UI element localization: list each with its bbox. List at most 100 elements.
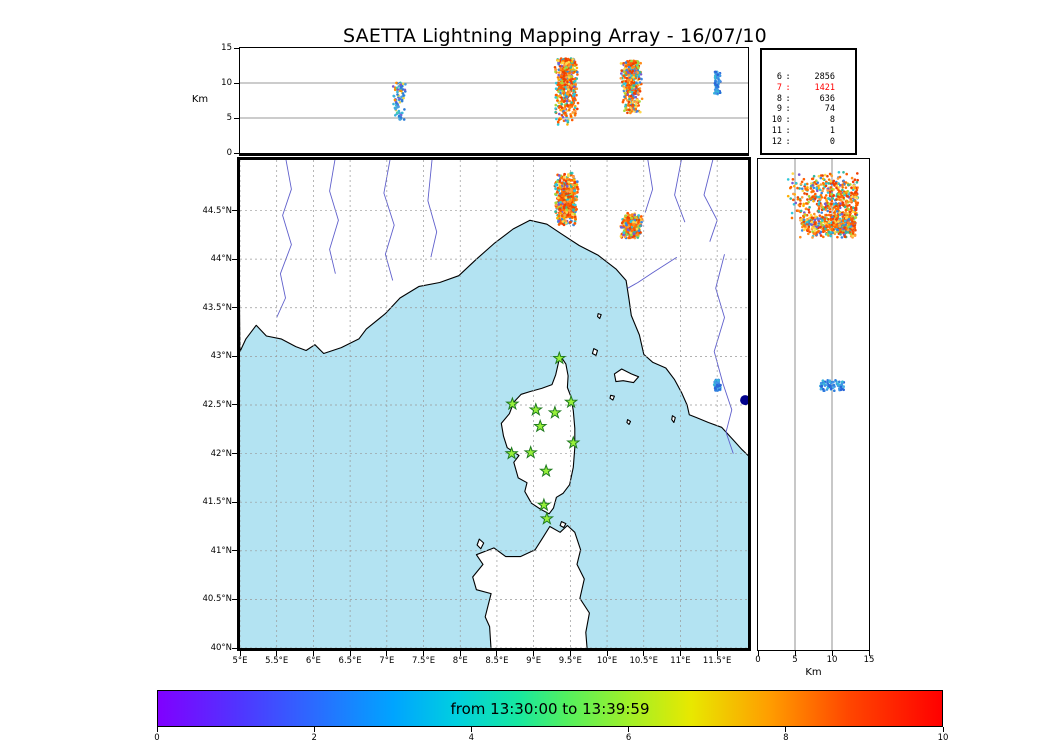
lat-tick-label: 43°N (210, 351, 232, 362)
lon-tick-label: 10°E (596, 656, 618, 666)
figure-title: SAETTA Lightning Mapping Array - 16/07/1… (343, 25, 767, 47)
small-island (596, 313, 602, 320)
altitude-longitude-panel (239, 47, 749, 156)
right-alt-tick (794, 651, 796, 656)
lon-tick (533, 651, 535, 656)
lon-tick (643, 651, 645, 656)
station-count-value: 74 (824, 104, 835, 115)
small-island (626, 419, 632, 425)
station-count-key: 10 (771, 115, 782, 126)
station-count-value: 636 (819, 93, 835, 104)
lat-tick (232, 550, 237, 552)
small-island (591, 348, 599, 356)
sea-marker-dot (740, 395, 748, 406)
lon-tick (349, 651, 351, 656)
colorbar-tick-label: 4 (468, 733, 475, 743)
right-alt-tick-label: 15 (863, 655, 875, 665)
lon-tick-label: 5°E (232, 656, 248, 666)
lat-tick-label: 44°N (210, 254, 232, 265)
lat-tick (232, 598, 237, 600)
colorbar-tick-label: 10 (937, 733, 949, 743)
colorbar-tick-label: 2 (311, 733, 317, 743)
small-island (671, 415, 676, 424)
lightning-cluster-tuscany-south (712, 378, 722, 392)
river (627, 256, 678, 289)
map-plot (240, 160, 748, 648)
station-count-key: 6 (776, 72, 782, 82)
lon-tick (386, 651, 388, 656)
separator: : (785, 125, 791, 136)
station-star-marker (539, 511, 555, 525)
lat-tick-label: 43.5°N (202, 302, 232, 313)
right-alt-tick (831, 651, 833, 656)
lat-tick-label: 40.5°N (202, 594, 232, 605)
separator: : (785, 136, 791, 147)
lightning-cluster-apennines (799, 211, 857, 239)
lon-tick (276, 651, 278, 656)
alt-tick-label: 0 (226, 148, 232, 158)
station-star-marker (538, 463, 554, 478)
lat-tick (232, 647, 237, 649)
river (383, 160, 395, 281)
lightning-cluster-ligurian (553, 171, 580, 227)
small-island (613, 368, 640, 384)
right-alt-tick-label: 0 (755, 655, 761, 665)
colorbar-tick (313, 727, 315, 732)
colorbar-tick (470, 727, 472, 732)
station-count-row: 11: 1 (762, 126, 855, 137)
lightning-cluster-ligurian (553, 57, 580, 126)
river (644, 160, 654, 213)
lon-tick (312, 651, 314, 656)
lat-tick (232, 210, 237, 212)
lon-tick (239, 651, 241, 656)
right-alt-tick-label: 10 (826, 655, 838, 665)
station-star-marker (505, 396, 520, 411)
lat-tick (232, 258, 237, 260)
colorbar-label: from 13:30:00 to 13:39:59 (450, 699, 650, 718)
lon-tick (716, 651, 718, 656)
station-star-marker (563, 394, 579, 409)
lon-tick-label: 10.5°E (629, 656, 659, 666)
station-star-marker (528, 402, 544, 416)
map-panel (237, 157, 751, 651)
lon-tick-label: 5.5°E (265, 656, 289, 666)
lat-tick (232, 307, 237, 309)
small-island (609, 394, 615, 401)
right-alt-tick-label: 5 (792, 655, 798, 665)
station-count-key: 11 (771, 125, 782, 136)
corsica-island (500, 354, 576, 515)
station-count-value: 0 (829, 136, 835, 147)
alt-tick (234, 117, 239, 119)
river (276, 160, 292, 318)
river (713, 254, 734, 454)
lat-tick (232, 404, 237, 406)
lightning-cluster-tuscany-south (713, 70, 722, 96)
small-island (559, 521, 567, 529)
lon-tick (569, 651, 571, 656)
alt-tick (234, 82, 239, 84)
colorbar-tick (785, 727, 787, 732)
separator: : (785, 115, 791, 126)
lon-tick-label: 9°E (526, 656, 542, 666)
altitude-axis-label: Km (191, 94, 209, 105)
station-count-key: 12 (771, 136, 782, 147)
lon-tick (679, 651, 681, 656)
station-star-marker (533, 418, 548, 433)
river (427, 160, 438, 258)
station-count-table: 6:2856 7:1421 8:636 9:74 10:8 11:1 12:0 (760, 48, 857, 155)
lat-tick-label: 40°N (210, 643, 232, 653)
sardinia-island (472, 524, 590, 648)
station-count-key: 8 (776, 93, 782, 104)
station-count-row: 6: 2856 (762, 72, 855, 83)
small-island (476, 538, 485, 550)
lat-tick (232, 453, 237, 455)
colorbar-tick-label: 8 (783, 733, 789, 743)
station-count-value: 2856 (814, 72, 835, 82)
colorbar-tick-label: 6 (625, 733, 632, 743)
altitude-gridlines (794, 159, 833, 650)
station-count-key: 7 (776, 82, 782, 93)
station-count-row: 9: 74 (762, 104, 855, 115)
station-star-marker (552, 350, 567, 365)
separator: : (785, 72, 791, 82)
station-count-value: 1421 (814, 82, 835, 93)
